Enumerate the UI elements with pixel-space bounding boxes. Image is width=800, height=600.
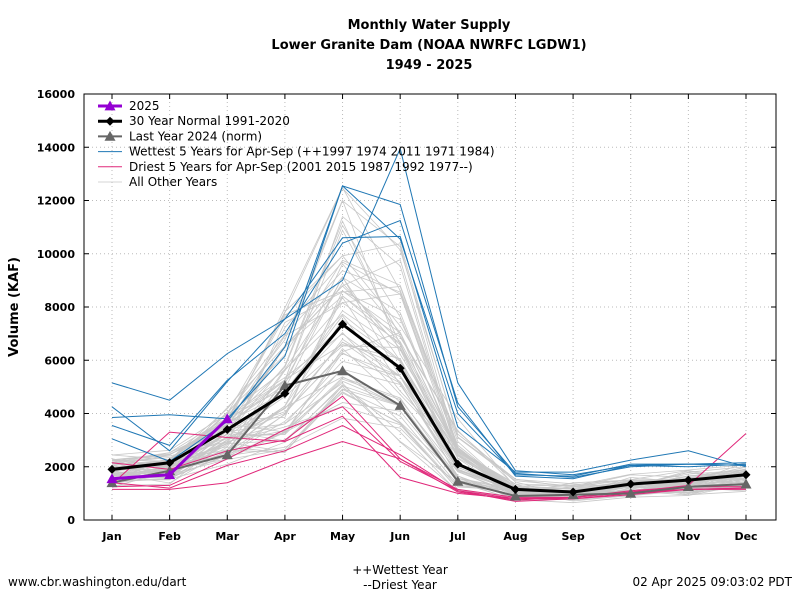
last-year-point bbox=[394, 400, 406, 410]
current-year-point bbox=[106, 473, 118, 484]
current-year-point bbox=[221, 413, 233, 424]
legend-entry: Wettest 5 Years for Apr-Sep (++1997 1974… bbox=[129, 145, 495, 159]
normal-point bbox=[165, 458, 175, 468]
last-year-point bbox=[279, 380, 291, 390]
x-tick-label: Apr bbox=[274, 530, 296, 543]
chart-title-line: 1949 - 2025 bbox=[386, 58, 473, 73]
chart-title-line: Lower Granite Dam (NOAA NWRFC LGDW1) bbox=[271, 38, 586, 53]
normal-point bbox=[683, 475, 693, 485]
last-year-point bbox=[682, 481, 694, 492]
legend-marker bbox=[105, 116, 115, 126]
chart-title-line: Monthly Water Supply bbox=[348, 18, 511, 33]
x-tick-label: Aug bbox=[503, 530, 527, 543]
y-tick-label: 10000 bbox=[37, 248, 76, 261]
x-tick-label: Feb bbox=[158, 530, 181, 543]
last-year-series bbox=[106, 365, 752, 501]
current-year-series bbox=[106, 413, 233, 484]
legend-entry: All Other Years bbox=[129, 175, 217, 189]
other-year-line bbox=[111, 368, 747, 499]
normal-point bbox=[222, 424, 232, 434]
last-year-point bbox=[221, 449, 233, 460]
x-tick-label: Mar bbox=[215, 530, 239, 543]
legend-entry: Last Year 2024 (norm) bbox=[129, 129, 262, 143]
driest-year-line bbox=[111, 424, 746, 500]
y-tick-label: 16000 bbox=[37, 88, 76, 101]
normal-series bbox=[107, 319, 751, 497]
last-year-point bbox=[740, 478, 752, 489]
legend-entry: 2025 bbox=[129, 99, 160, 113]
other-year-line bbox=[111, 261, 747, 496]
normal-point bbox=[280, 389, 290, 399]
wettest-year-line bbox=[111, 185, 747, 477]
x-tick-label: May bbox=[330, 530, 355, 543]
footer-left: www.cbr.washington.edu/dart bbox=[8, 575, 187, 589]
current-year-point bbox=[164, 469, 176, 480]
last-year-point bbox=[509, 490, 521, 501]
x-tick-label: Oct bbox=[620, 530, 641, 543]
y-tick-label: 14000 bbox=[37, 141, 76, 154]
grid-lines bbox=[84, 94, 776, 520]
other-years-lines bbox=[111, 186, 747, 504]
last-year-point bbox=[337, 365, 349, 376]
wettest-year-line bbox=[111, 235, 747, 473]
y-tick-label: 4000 bbox=[44, 408, 75, 421]
x-tick-label: Jun bbox=[389, 530, 410, 543]
normal-point bbox=[568, 487, 578, 497]
x-tick-label: Jul bbox=[449, 530, 466, 543]
driest-year-line bbox=[111, 395, 747, 498]
x-tick-label: Dec bbox=[734, 530, 757, 543]
y-axis-label: Volume (KAF) bbox=[7, 257, 22, 357]
normal-line bbox=[111, 322, 747, 494]
other-year-line bbox=[111, 405, 747, 501]
y-tick-label: 12000 bbox=[37, 195, 76, 208]
last-year-point bbox=[625, 487, 637, 498]
x-tick-label: Nov bbox=[676, 530, 701, 543]
legend-entry: 30 Year Normal 1991-2020 bbox=[129, 114, 290, 128]
normal-point bbox=[107, 464, 117, 474]
footer-center-line1: ++Wettest Year bbox=[352, 563, 448, 577]
last-year-point bbox=[452, 475, 464, 486]
legend-marker bbox=[104, 100, 116, 111]
footer-right: 02 Apr 2025 09:03:02 PDT bbox=[632, 575, 792, 589]
other-year-line bbox=[111, 310, 747, 499]
wettest-years-lines bbox=[111, 147, 747, 480]
y-tick-label: 2000 bbox=[44, 461, 75, 474]
y-axis-ticks: 0 2000 4000 6000 8000 10000 12000 14000 16000 bbox=[37, 88, 776, 527]
normal-point bbox=[741, 470, 751, 480]
y-tick-label: 0 bbox=[67, 514, 75, 527]
y-tick-label: 8000 bbox=[44, 301, 75, 314]
normal-point bbox=[338, 319, 348, 329]
x-axis-ticks: Jan Feb Mar Apr May Jun Jul Aug Sep Oct Nov Dec bbox=[101, 94, 758, 543]
other-year-line bbox=[111, 276, 747, 495]
x-tick-label: Sep bbox=[561, 530, 584, 543]
normal-point bbox=[626, 479, 636, 489]
normal-point bbox=[453, 459, 463, 469]
y-tick-label: 6000 bbox=[44, 354, 75, 367]
legend-marker bbox=[104, 130, 116, 141]
last-year-line bbox=[111, 369, 747, 497]
normal-point bbox=[510, 484, 520, 494]
wettest-year-line bbox=[111, 147, 747, 476]
normal-point bbox=[395, 363, 405, 373]
legend-entry: Driest 5 Years for Apr-Sep (2001 2015 19… bbox=[129, 160, 473, 174]
footer-center-line2: --Driest Year bbox=[363, 578, 437, 592]
chart-title-group: Monthly Water Supply Lower Granite Dam (N… bbox=[271, 18, 586, 73]
x-tick-label: Jan bbox=[101, 530, 121, 543]
